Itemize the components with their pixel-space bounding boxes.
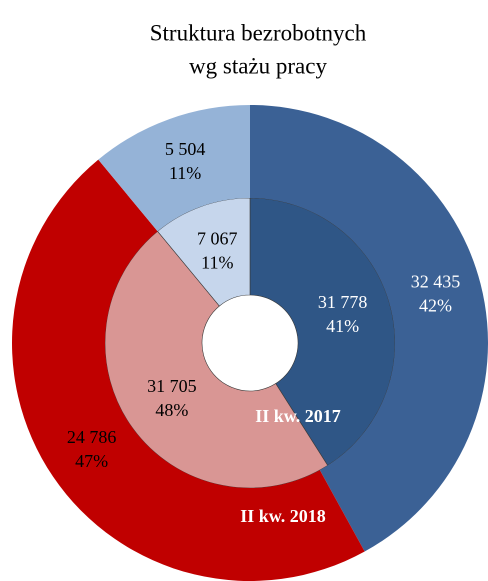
rings (11, 105, 488, 581)
series-name: II kw. 2018 (240, 506, 326, 526)
percent-label: 48% (155, 400, 188, 420)
series-name: II kw. 2017 (255, 406, 341, 426)
value-label: 7 067 (197, 228, 238, 248)
value-label: 32 435 (411, 272, 461, 292)
percent-label: 11% (169, 163, 201, 183)
slice (250, 105, 488, 552)
percent-label: 42% (419, 296, 452, 316)
chart-title: wg stażu pracy (189, 53, 327, 78)
labels: 31 778 41% 31 705 48% 7 067 11% 32 435 42% 24 78… (67, 139, 460, 471)
value-label: 24 786 (67, 427, 117, 447)
percent-label: 41% (326, 316, 359, 336)
slice (98, 105, 250, 232)
value-label: 31 705 (147, 376, 197, 396)
value-label: 5 504 (165, 139, 206, 159)
percent-label: 47% (75, 451, 108, 471)
slice (104, 230, 329, 489)
slice (11, 159, 365, 581)
chart-title: Struktura bezrobotnych (150, 20, 367, 45)
value-label: 31 778 (318, 292, 368, 312)
percent-label: 11% (201, 252, 233, 272)
